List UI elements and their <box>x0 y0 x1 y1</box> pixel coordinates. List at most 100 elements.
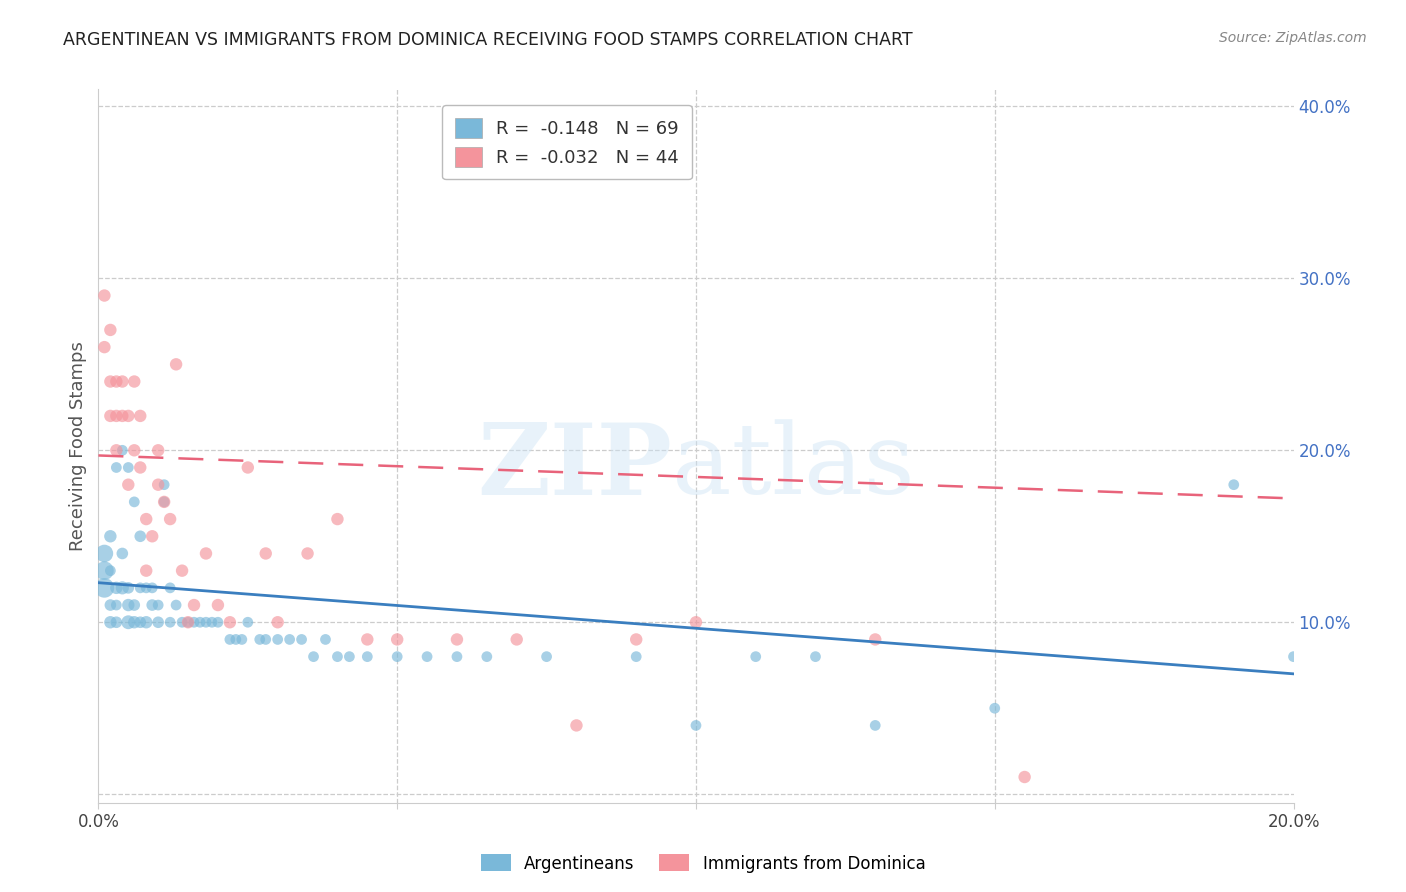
Point <box>326 649 349 664</box>
Point <box>475 649 498 664</box>
Point <box>105 615 128 630</box>
Point <box>141 529 163 543</box>
Point <box>225 632 247 647</box>
Point <box>124 615 146 630</box>
Point <box>207 615 229 630</box>
Point <box>129 460 152 475</box>
Point <box>188 615 211 630</box>
Point <box>249 632 271 647</box>
Point <box>93 546 115 560</box>
Point <box>141 581 163 595</box>
Point <box>804 649 827 664</box>
Point <box>105 598 128 612</box>
Point <box>685 718 707 732</box>
Point <box>129 581 152 595</box>
Point <box>231 632 253 647</box>
Point <box>93 288 115 302</box>
Point <box>98 375 122 389</box>
Point <box>98 409 122 423</box>
Point <box>267 632 290 647</box>
Point <box>236 460 259 475</box>
Point <box>506 632 529 647</box>
Point <box>105 460 128 475</box>
Point <box>135 564 157 578</box>
Point <box>195 546 218 560</box>
Point <box>416 649 439 664</box>
Point <box>356 632 378 647</box>
Point <box>236 615 259 630</box>
Text: atlas: atlas <box>672 419 915 516</box>
Point <box>117 460 139 475</box>
Point <box>159 581 181 595</box>
Point <box>326 512 349 526</box>
Point <box>626 649 648 664</box>
Point <box>124 375 146 389</box>
Point <box>105 375 128 389</box>
Point <box>98 564 122 578</box>
Point <box>356 649 378 664</box>
Point <box>685 615 707 630</box>
Point <box>165 598 187 612</box>
Point <box>297 546 319 560</box>
Point <box>117 615 139 630</box>
Point <box>159 512 181 526</box>
Point <box>159 615 181 630</box>
Text: ARGENTINEAN VS IMMIGRANTS FROM DOMINICA RECEIVING FOOD STAMPS CORRELATION CHART: ARGENTINEAN VS IMMIGRANTS FROM DOMINICA … <box>63 31 912 49</box>
Point <box>117 409 139 423</box>
Point <box>865 718 887 732</box>
Point <box>201 615 224 630</box>
Point <box>148 615 170 630</box>
Point <box>111 375 134 389</box>
Point <box>148 598 170 612</box>
Point <box>267 615 290 630</box>
Point <box>339 649 361 664</box>
Point <box>111 409 134 423</box>
Point <box>129 529 152 543</box>
Point <box>385 649 409 664</box>
Point <box>536 649 558 664</box>
Point <box>1014 770 1036 784</box>
Point <box>98 598 122 612</box>
Point <box>302 649 325 664</box>
Point <box>1282 649 1305 664</box>
Point <box>195 615 218 630</box>
Point <box>129 409 152 423</box>
Point <box>124 495 146 509</box>
Point <box>98 615 122 630</box>
Point <box>124 598 146 612</box>
Point <box>172 615 194 630</box>
Legend: R =  -0.148   N = 69, R =  -0.032   N = 44: R = -0.148 N = 69, R = -0.032 N = 44 <box>441 105 692 179</box>
Point <box>165 357 187 371</box>
Point <box>565 718 588 732</box>
Point <box>111 546 134 560</box>
Point <box>117 477 139 491</box>
Point <box>105 443 128 458</box>
Point <box>626 632 648 647</box>
Point <box>105 409 128 423</box>
Point <box>254 632 277 647</box>
Point <box>111 443 134 458</box>
Point <box>984 701 1007 715</box>
Point <box>111 581 134 595</box>
Point <box>98 323 122 337</box>
Point <box>93 564 115 578</box>
Point <box>135 581 157 595</box>
Point <box>183 598 205 612</box>
Text: ZIP: ZIP <box>477 419 672 516</box>
Point <box>1223 477 1246 491</box>
Point <box>148 477 170 491</box>
Point <box>93 581 115 595</box>
Point <box>117 581 139 595</box>
Point <box>153 477 176 491</box>
Point <box>105 581 128 595</box>
Text: Source: ZipAtlas.com: Source: ZipAtlas.com <box>1219 31 1367 45</box>
Point <box>219 632 242 647</box>
Point <box>117 598 139 612</box>
Point <box>177 615 200 630</box>
Point <box>135 512 157 526</box>
Point <box>207 598 229 612</box>
Point <box>148 443 170 458</box>
Point <box>278 632 301 647</box>
Point <box>141 598 163 612</box>
Point <box>183 615 205 630</box>
